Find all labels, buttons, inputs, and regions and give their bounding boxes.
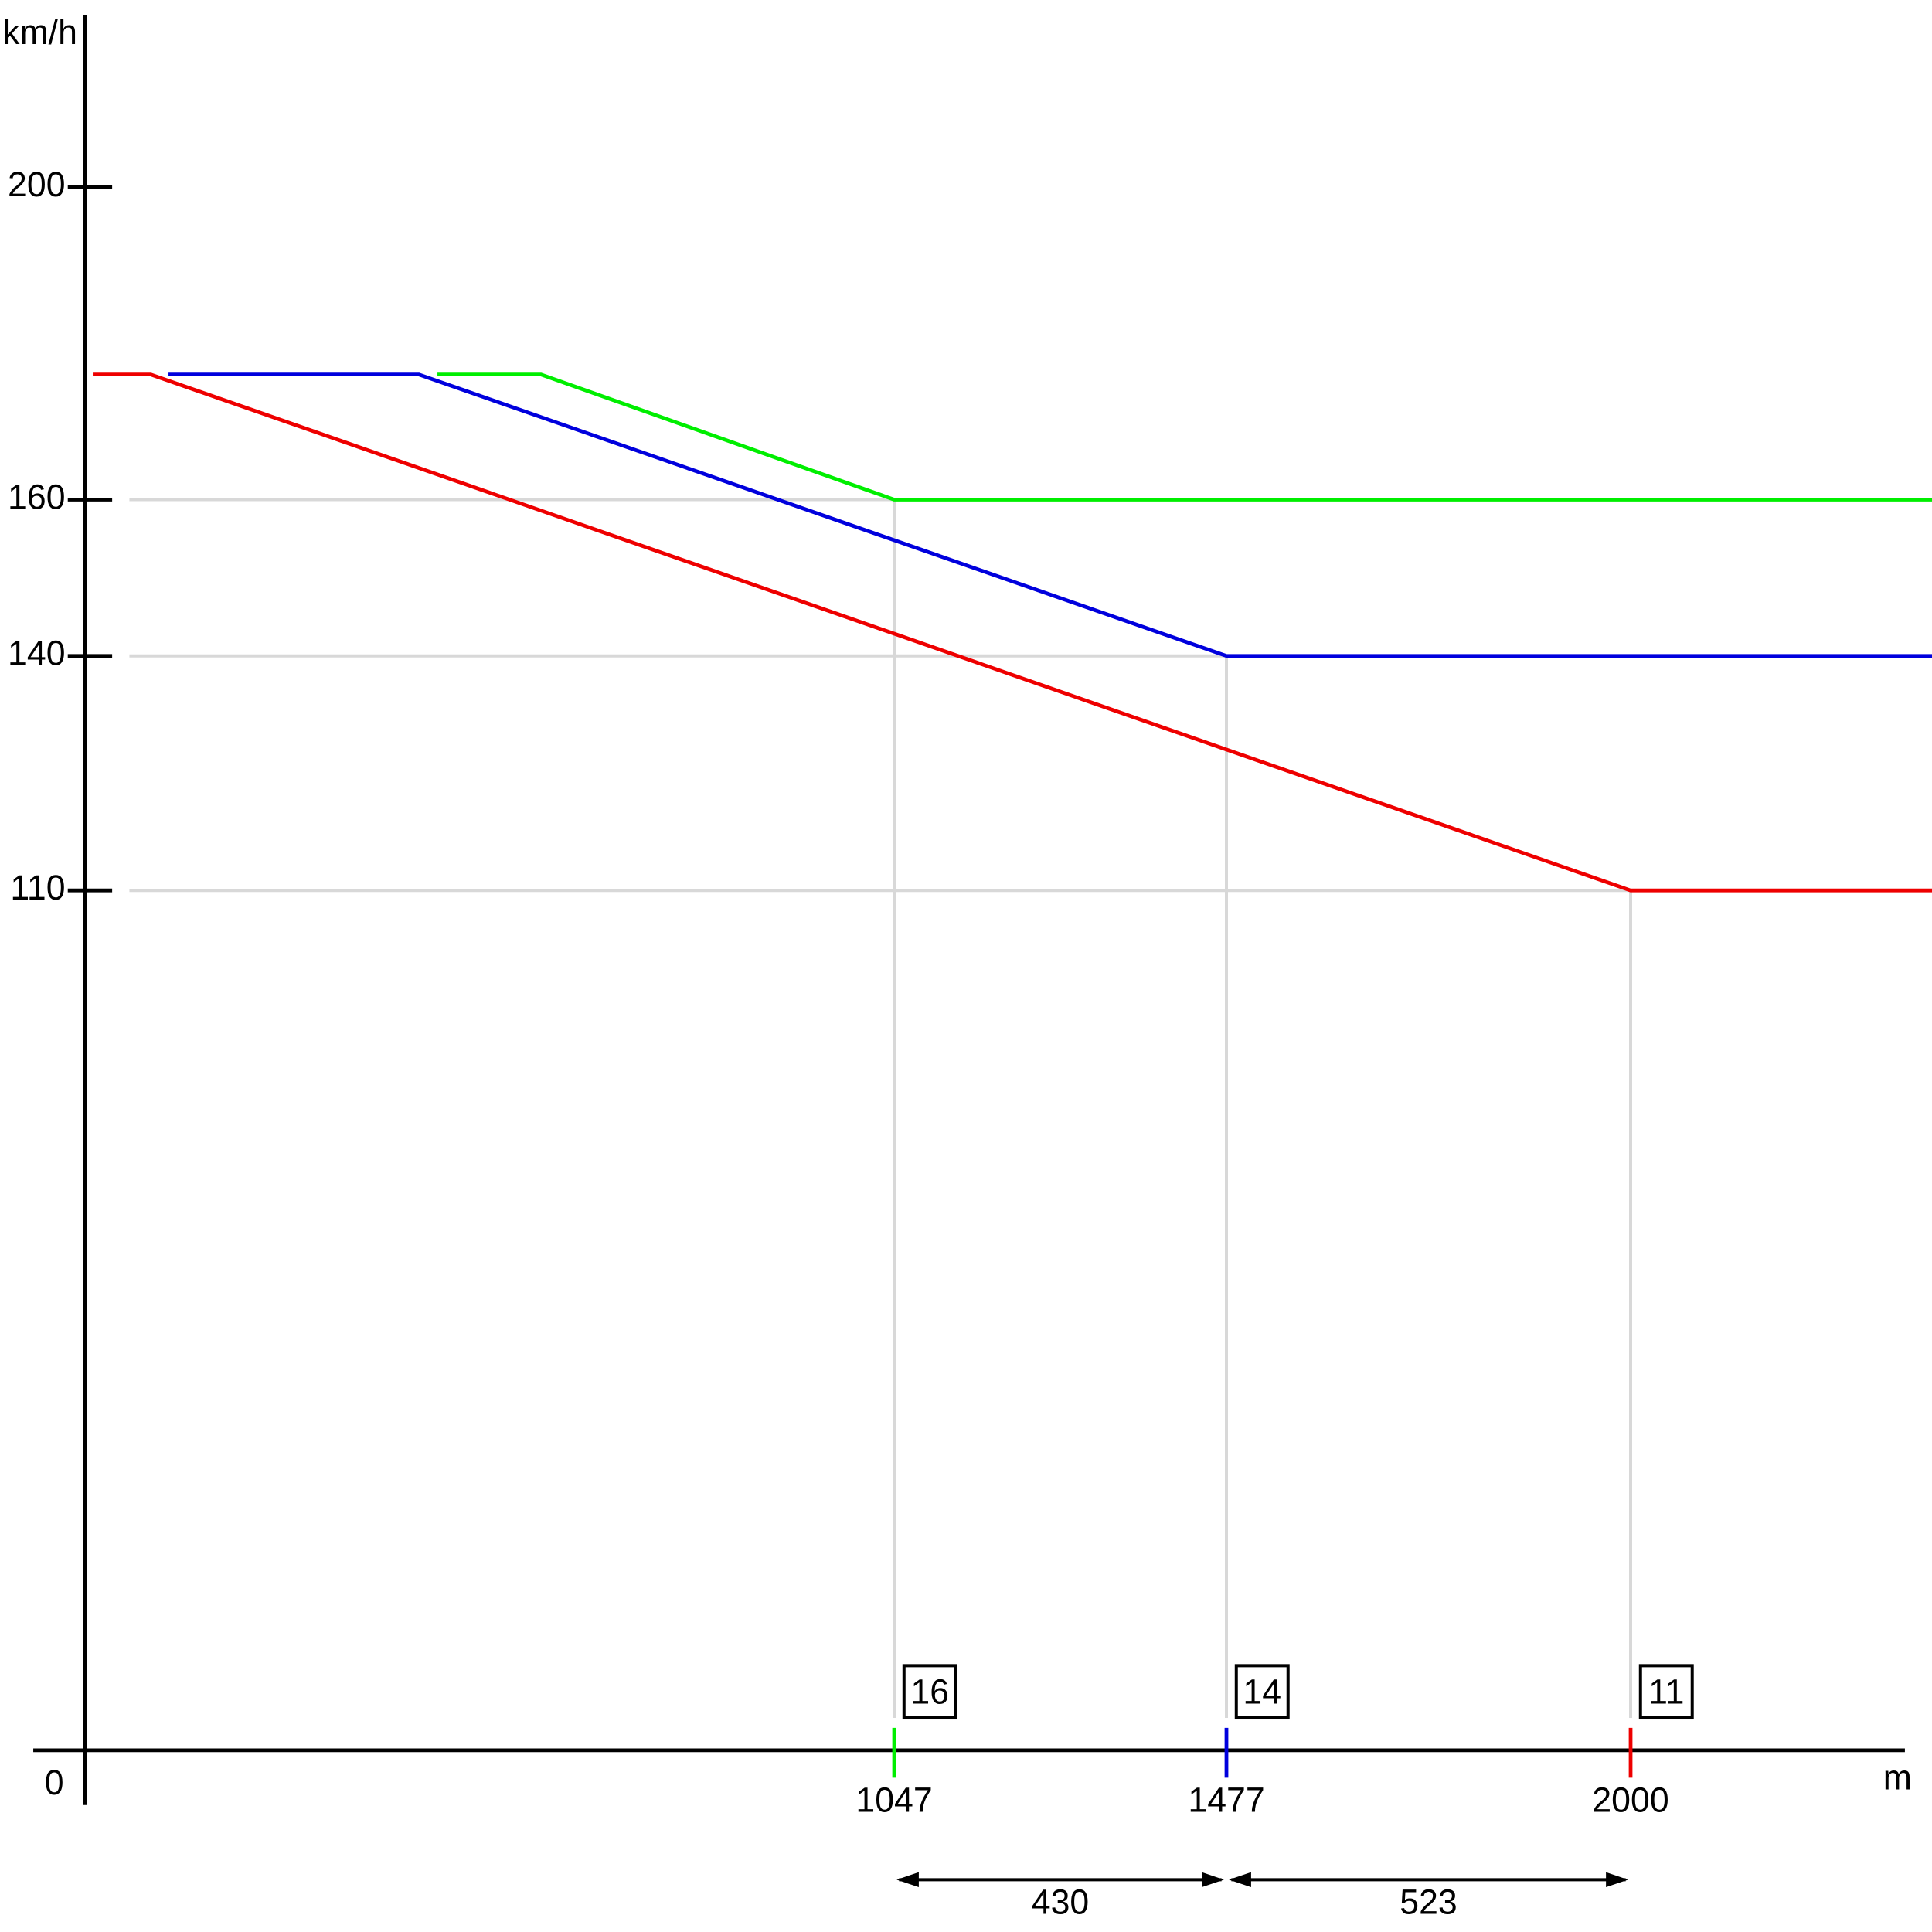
speed-curve [168,372,1932,658]
arrow-head [896,1872,919,1888]
y-tick-label: 110 [10,868,65,907]
y-tick-label: 140 [8,633,65,672]
x-tick-label: 2000 [1592,1780,1668,1819]
arrow-head [1202,1872,1224,1888]
dimension-label: 430 [1032,1882,1089,1921]
speed-sign [1638,1664,1694,1720]
y-tick-label: 160 [8,477,65,516]
origin-label: 0 [45,1763,64,1802]
arrow-head [1229,1872,1251,1888]
speed-curve [93,372,1932,893]
speed-sign-label: 16 [910,1672,949,1711]
arrow-head [1606,1872,1628,1888]
speed-sign [902,1664,957,1720]
x-axis-label: m [1883,1757,1912,1797]
speed-curve [437,372,1932,502]
x-tick-label: 1477 [1188,1780,1264,1819]
y-axis-label: km/h [2,12,77,52]
speed-sign-label: 11 [1648,1672,1684,1711]
dimension-label: 523 [1400,1882,1457,1921]
y-tick-label: 200 [8,165,65,204]
x-tick-label: 1047 [855,1780,932,1819]
speed-sign [1234,1664,1290,1720]
speed-sign-label: 14 [1243,1672,1281,1711]
